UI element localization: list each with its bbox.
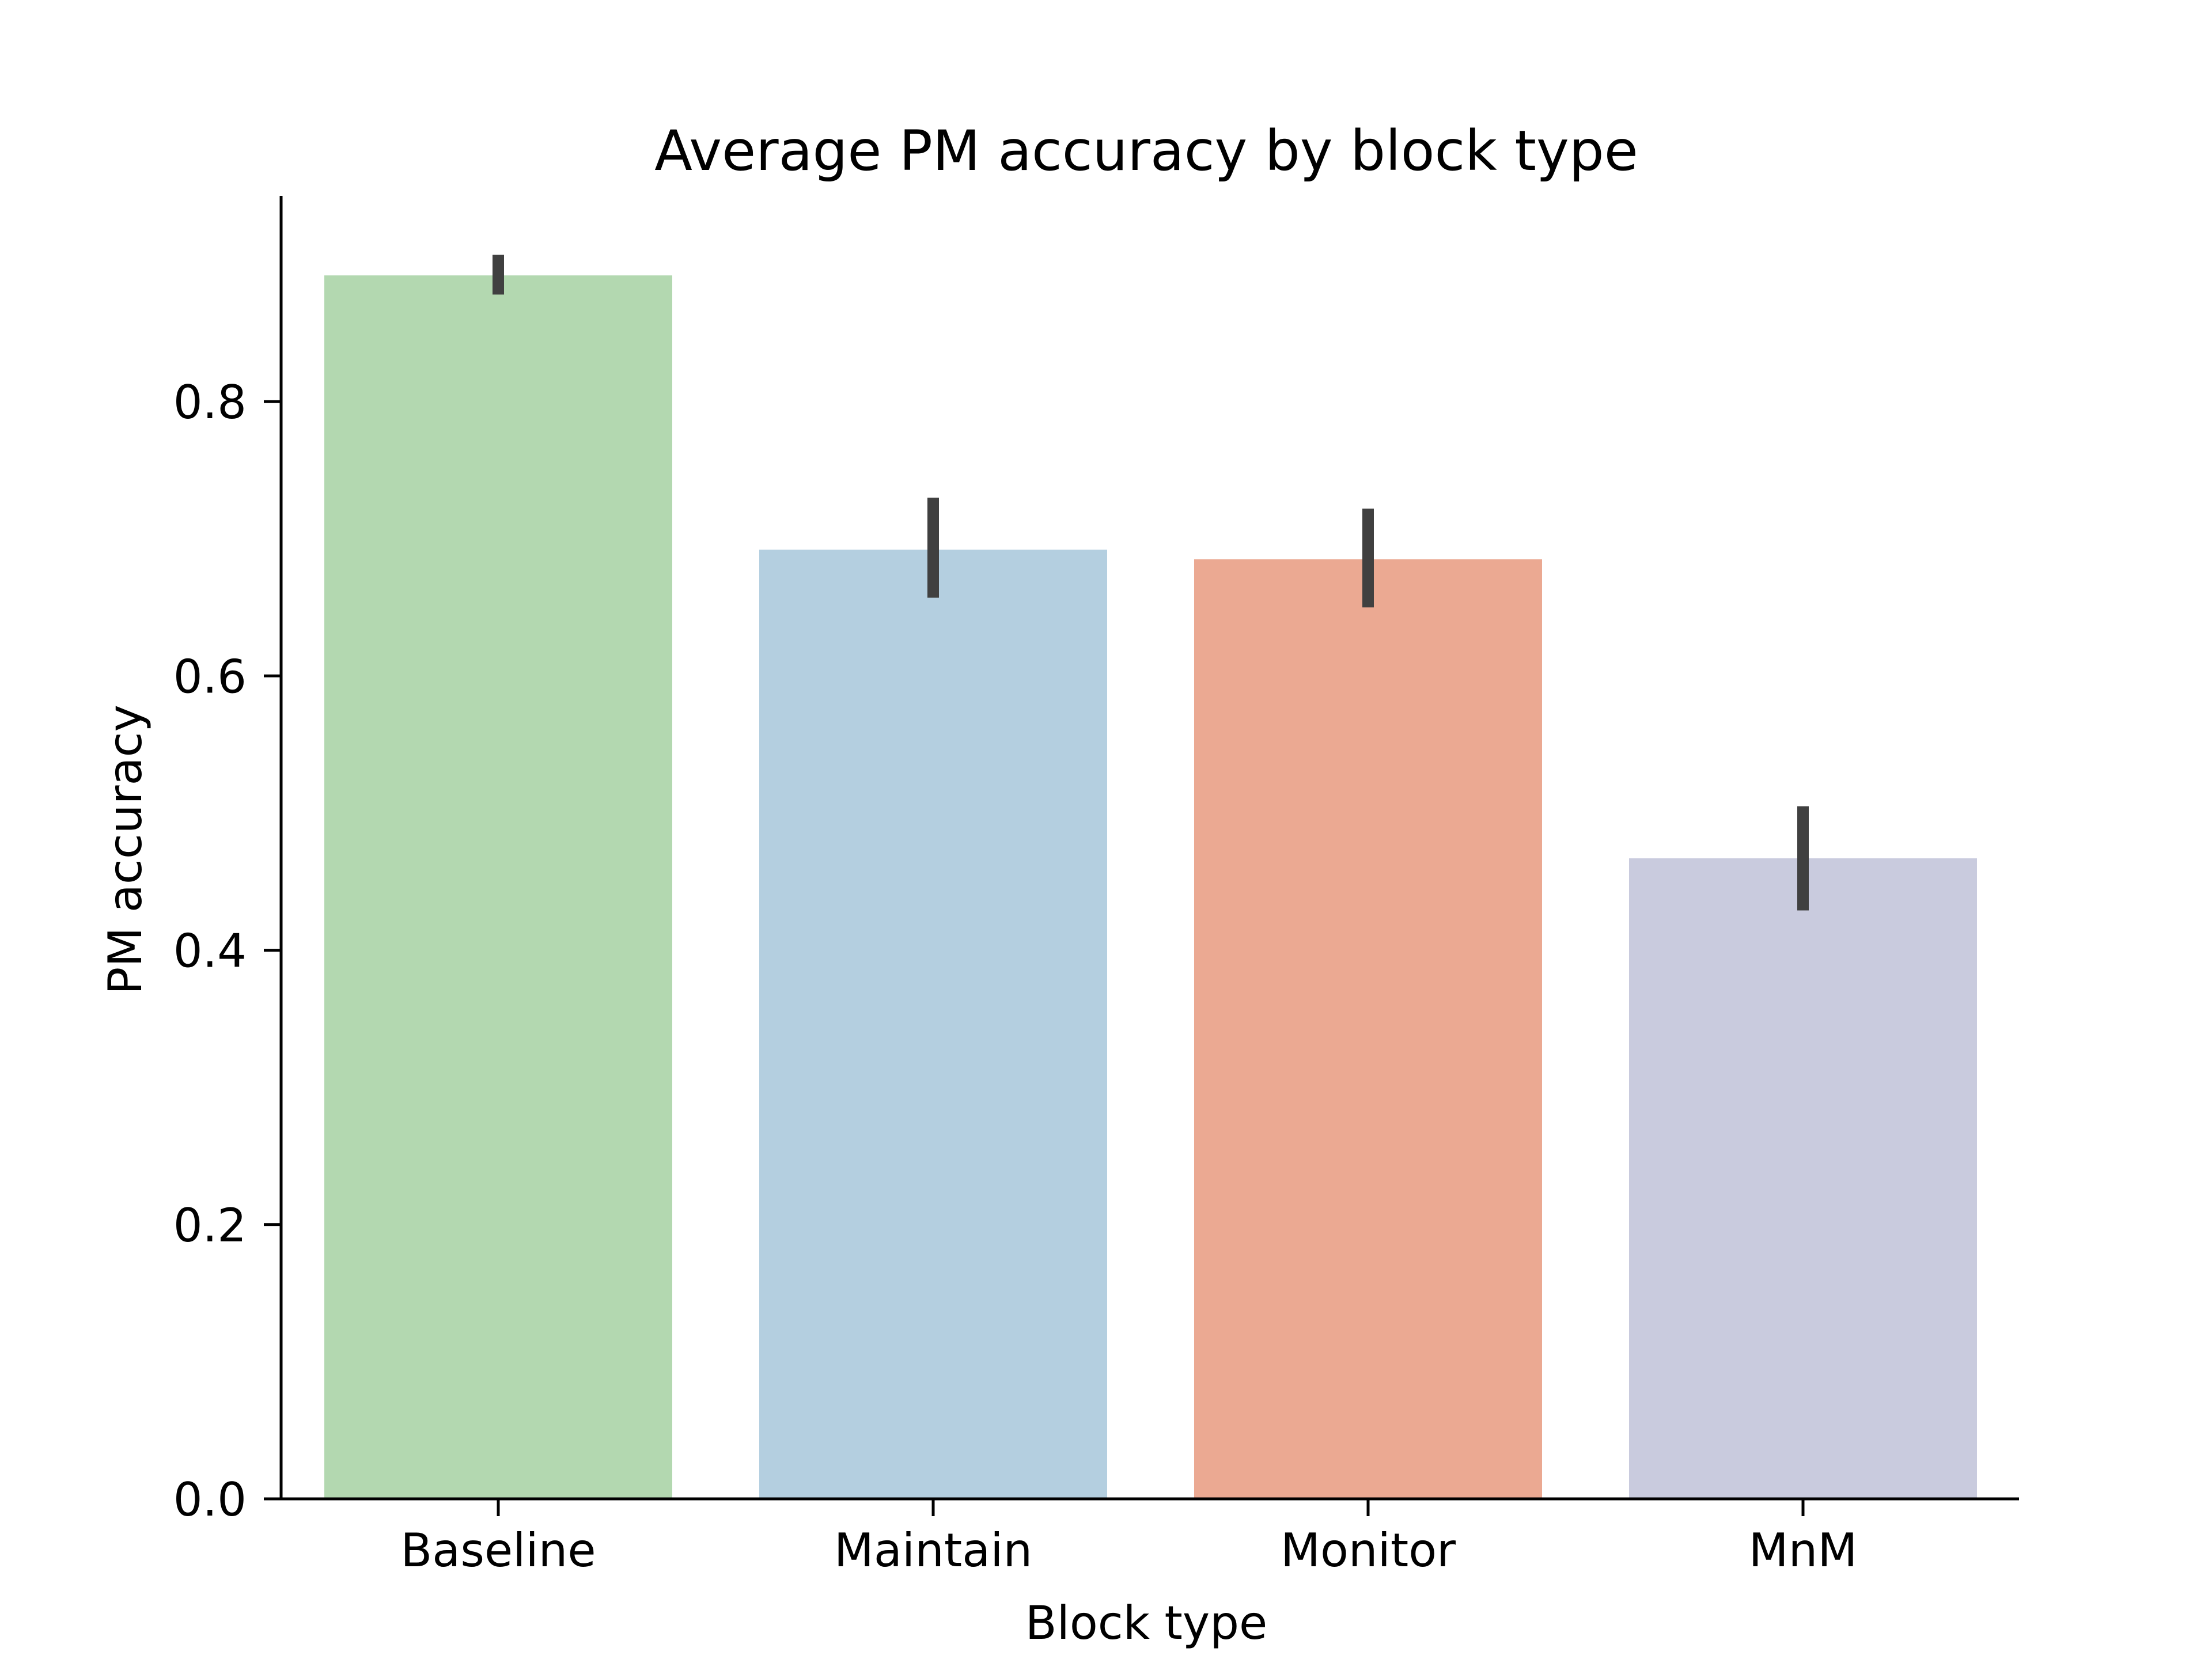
bar-monitor bbox=[1194, 559, 1542, 1499]
axes-layer bbox=[279, 196, 2019, 1501]
y-ticks-layer: 0.0 0.2 0.4 0.6 0.8 bbox=[173, 376, 281, 1527]
bars-layer bbox=[324, 275, 1977, 1499]
x-tick-label: MnM bbox=[1749, 1524, 1858, 1577]
bar-mnm bbox=[1629, 858, 1977, 1499]
y-tick-label: 0.0 bbox=[173, 1473, 247, 1527]
bar-maintain bbox=[759, 550, 1107, 1499]
y-tick-label: 0.4 bbox=[173, 925, 247, 978]
y-tick-label: 0.8 bbox=[173, 376, 247, 429]
x-tick-label: Baseline bbox=[400, 1524, 596, 1577]
error-bars-layer bbox=[493, 255, 1809, 911]
x-tick-label: Maintain bbox=[834, 1524, 1032, 1577]
y-tick-label: 0.6 bbox=[173, 650, 247, 703]
x-axis-label: Block type bbox=[1025, 1596, 1268, 1650]
bar-baseline bbox=[324, 275, 672, 1499]
y-tick-label: 0.2 bbox=[173, 1199, 247, 1252]
x-tick-label: Monitor bbox=[1281, 1524, 1456, 1577]
x-ticks-layer: Baseline Maintain Monitor MnM bbox=[400, 1499, 1857, 1577]
y-axis-label: PM accuracy bbox=[99, 704, 152, 995]
chart-title: Average PM accuracy by block type bbox=[654, 119, 1638, 183]
